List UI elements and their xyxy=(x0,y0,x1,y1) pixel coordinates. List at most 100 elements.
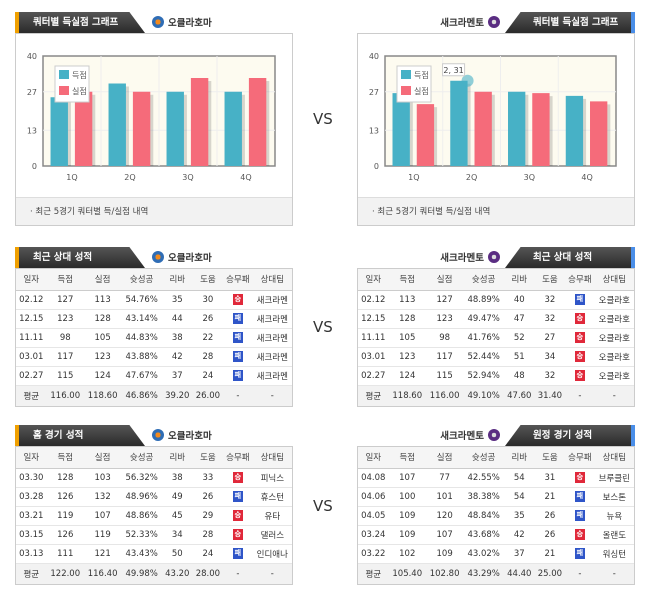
chart-footer: · 최근 5경기 쿼터별 득/실점 내역 xyxy=(16,197,292,225)
column-header: 도움 xyxy=(192,269,224,291)
cell: 브루클린 xyxy=(594,468,634,488)
cell: 38.38% xyxy=(463,487,505,507)
cell: 04.08 xyxy=(358,468,389,488)
column-header: 승무패 xyxy=(223,447,253,469)
cell: 34 xyxy=(162,525,193,545)
legend-label-allowed: 실점 xyxy=(72,86,87,96)
avg-cell: 26.00 xyxy=(192,385,224,406)
team-logo-icon xyxy=(152,429,164,441)
y-tick-label: 13 xyxy=(369,126,379,135)
cell: 35 xyxy=(504,506,535,526)
bar-scored xyxy=(392,93,410,166)
cell: 03.22 xyxy=(358,544,389,564)
legend-swatch-scored xyxy=(401,70,411,79)
cell: 48 xyxy=(504,366,535,386)
cell: 26 xyxy=(192,487,224,507)
cell: 47 xyxy=(504,309,535,329)
avg-cell: - xyxy=(223,563,253,584)
stats-panel: 원정 경기 성적 새크라멘토 일자 득점 실점 슛성공 리바 도움 승무패 상대팀 04.08 1… xyxy=(357,425,635,585)
cell: 119 xyxy=(83,525,122,545)
result-badge: 패 xyxy=(232,313,243,324)
cell: 48.89% xyxy=(463,290,505,310)
result-badge: 승 xyxy=(574,332,585,343)
cell: 54 xyxy=(504,468,535,488)
result-badge: 승 xyxy=(574,472,585,483)
team-label: 새크라멘토 xyxy=(440,15,500,29)
column-header: 득점 xyxy=(46,269,84,291)
legend-label-scored: 득점 xyxy=(414,70,429,80)
cell: 올랜도 xyxy=(594,525,634,545)
result-badge: 패 xyxy=(574,548,585,559)
avg-cell: 44.40 xyxy=(504,563,535,584)
y-tick-label: 13 xyxy=(27,126,37,135)
avg-cell: - xyxy=(565,385,595,406)
cell: 27 xyxy=(534,328,566,348)
bar-allowed xyxy=(248,78,267,166)
avg-cell: 46.86% xyxy=(121,385,163,406)
bar-allowed xyxy=(474,91,492,166)
cell: 26 xyxy=(534,525,566,545)
cell: 109 xyxy=(388,525,426,545)
cell: 32 xyxy=(534,309,566,329)
team-logo-icon xyxy=(152,251,164,263)
average-row: 평균 105.40 102.80 43.29% 44.40 25.00- - xyxy=(358,563,634,584)
cell: 109 xyxy=(425,544,464,564)
table-row: 11.11 105 98 41.76% 52 27 승 오클라호 xyxy=(358,328,634,348)
chart-panel-left: 쿼터별 득실점 그래프 오클라호마 0 13 27 40 1Q 2Q 3Q 4Q 득점 실점 · … xyxy=(15,12,293,226)
avg-cell: 118.60 xyxy=(388,385,426,406)
column-header: 일자 xyxy=(358,269,389,291)
cell: 인디애나 xyxy=(252,544,292,564)
bar-scored xyxy=(224,91,242,166)
cell: 49 xyxy=(162,487,193,507)
avg-cell: 43.20 xyxy=(162,563,193,584)
cell: 123 xyxy=(46,309,84,329)
section-tab: 최근 상대 성적 xyxy=(505,247,635,268)
bar-allowed xyxy=(132,91,151,166)
table-row: 03.15 126 119 52.33% 34 28 승 댈러스 xyxy=(16,525,292,545)
avg-cell: 116.00 xyxy=(425,385,464,406)
cell: 37 xyxy=(162,366,193,386)
bar-scored xyxy=(508,91,526,166)
cell: 휴스턴 xyxy=(252,487,292,507)
x-tick-label: 1Q xyxy=(408,173,419,182)
avg-cell: 105.40 xyxy=(388,563,426,584)
table-row: 03.21 119 107 48.86% 45 29 승 유타 xyxy=(16,506,292,526)
section-header: 홈 경기 성적 오클라호마 xyxy=(15,425,293,446)
cell: 54 xyxy=(504,487,535,507)
avg-cell: 116.00 xyxy=(46,385,84,406)
avg-cell: 49.98% xyxy=(121,563,163,584)
column-header: 승무패 xyxy=(565,269,595,291)
cell: 52.94% xyxy=(463,366,505,386)
result-badge: 패 xyxy=(232,548,243,559)
cell: 32 xyxy=(534,366,566,386)
cell: 113 xyxy=(83,290,122,310)
section-header: 최근 상대 성적 새크라멘토 xyxy=(357,247,635,268)
cell: 38 xyxy=(162,468,193,488)
result-badge: 승 xyxy=(232,529,243,540)
cell: 127 xyxy=(46,290,84,310)
cell: 새크라멘 xyxy=(252,328,292,348)
cell: 43.02% xyxy=(463,544,505,564)
y-tick-label: 0 xyxy=(32,162,37,171)
column-header: 리바 xyxy=(162,269,193,291)
x-tick-label: 2Q xyxy=(124,173,135,182)
avg-cell: 116.40 xyxy=(83,563,122,584)
cell: 120 xyxy=(425,506,464,526)
table-row: 04.08 107 77 42.55% 54 31 승 브루클린 xyxy=(358,468,634,488)
cell: 107 xyxy=(388,468,426,488)
cell: 뉴욕 xyxy=(594,506,634,526)
section-tab: 쿼터별 득실점 그래프 xyxy=(15,12,145,33)
column-header: 득점 xyxy=(388,447,426,469)
avg-cell: - xyxy=(594,385,634,406)
cell: 77 xyxy=(425,468,464,488)
cell: 26 xyxy=(534,506,566,526)
column-header: 도움 xyxy=(534,269,566,291)
cell: 101 xyxy=(425,487,464,507)
cell: 30 xyxy=(192,290,224,310)
column-header: 도움 xyxy=(192,447,224,469)
cell: 113 xyxy=(388,290,426,310)
result-badge: 패 xyxy=(574,510,585,521)
cell: 127 xyxy=(425,290,464,310)
cell: 03.30 xyxy=(16,468,47,488)
cell: 115 xyxy=(425,366,464,386)
